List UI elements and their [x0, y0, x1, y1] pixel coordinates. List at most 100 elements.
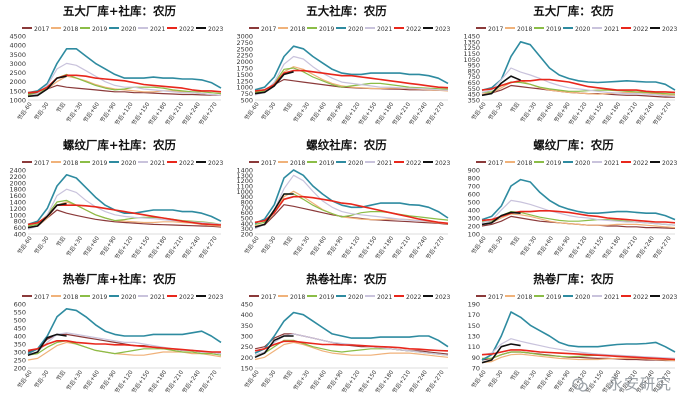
series-line-2023 [481, 75, 521, 97]
x-tick-label: 节后+30 [291, 368, 311, 392]
x-tick-label: 节后+60 [535, 368, 555, 392]
legend-label: 2020 [575, 294, 590, 301]
legend-label: 2022 [179, 294, 194, 301]
x-tick-label: 节后+90 [325, 368, 345, 392]
series-line-2020 [481, 178, 676, 221]
series-line-2021 [254, 55, 449, 96]
chart-title: 螺纹厂库：农历 [533, 138, 614, 152]
legend-label: 2017 [261, 26, 276, 33]
y-tick-label: 2000 [236, 58, 253, 66]
x-tick-label: 节后+90 [98, 368, 118, 392]
series-line-2020 [254, 169, 449, 225]
y-tick-label: 110 [468, 343, 480, 351]
x-tick-label: 节后-30 [32, 100, 50, 122]
chart-panel: 热卷社库：农历 2017 2018 2019 2020 2021 2022 2023 150 20… [229, 268, 454, 402]
legend-label: 2022 [179, 160, 194, 167]
y-tick-label: 700 [468, 183, 480, 191]
series-line-2023 [254, 193, 294, 228]
series-line-2022 [254, 340, 449, 352]
series-line-2020 [27, 47, 222, 94]
y-tick-label: 2500 [9, 69, 26, 77]
legend-label: 2020 [121, 160, 136, 167]
x-tick-label: 节后 [281, 368, 294, 382]
y-tick-label: 600 [468, 191, 480, 199]
y-tick-label: 100 [468, 231, 480, 239]
chart-svg: 热卷厂库+社库：农历 2017 2018 2019 2020 2021 2022 2023 20… [14, 272, 224, 395]
x-tick-label: 节后+30 [64, 368, 84, 392]
series-line-2022 [27, 340, 221, 353]
legend-label: 2019 [319, 26, 334, 33]
y-tick-label: 300 [14, 349, 26, 357]
legend-label: 2021 [604, 294, 619, 301]
legend-label: 2019 [546, 26, 561, 33]
y-tick-label: 300 [241, 225, 253, 233]
series-line-2021 [481, 199, 676, 226]
legend-label: 2018 [517, 160, 532, 167]
x-tick-label: 节后+90 [552, 100, 572, 124]
series-line-2018 [481, 353, 676, 364]
chart-panel: 五大厂库：农历 2017 2018 2019 2020 2021 2022 2023 350 45… [456, 0, 680, 134]
series-line-2020 [27, 307, 222, 355]
legend-label: 2018 [290, 26, 305, 33]
chart-svg: 热卷社库：农历 2017 2018 2019 2020 2021 2022 2023 150 20… [241, 272, 451, 395]
legend-label: 2019 [92, 160, 107, 167]
x-tick-label: 节后+90 [552, 368, 572, 392]
y-tick-label: 1100 [236, 183, 253, 191]
y-tick-label: 500 [241, 215, 253, 223]
chart-panel: 热卷厂库：农历 2017 2018 2019 2020 2021 2022 2023 70 90 1… [456, 268, 680, 402]
y-tick-label: 4000 [9, 42, 26, 50]
legend-label: 2019 [546, 294, 561, 301]
chart-title: 螺纹厂库+社库：农历 [63, 138, 177, 152]
legend-label: 2021 [377, 294, 392, 301]
y-tick-label: 400 [14, 333, 26, 341]
x-tick-label: 节后+90 [325, 234, 345, 258]
y-tick-label: 500 [241, 97, 253, 105]
x-tick-label: 节后-30 [486, 234, 504, 256]
legend-label: 2023 [662, 294, 677, 301]
y-tick-label: 130 [468, 333, 480, 341]
y-tick-label: 1500 [9, 87, 26, 95]
series-line-2021 [27, 62, 222, 97]
y-tick-label: 1250 [236, 77, 253, 85]
legend-label: 2023 [662, 26, 677, 33]
legend-label: 2018 [63, 294, 78, 301]
y-tick-label: 200 [241, 354, 253, 362]
y-tick-label: 1150 [463, 50, 480, 58]
x-tick-label: 节后+90 [552, 234, 572, 258]
x-tick-label: 节后 [508, 234, 521, 248]
y-tick-label: 1050 [463, 56, 480, 64]
legend-label: 2020 [348, 160, 363, 167]
wechat-icon [572, 378, 588, 392]
chart-title: 螺纹社库：农历 [306, 138, 387, 152]
legend-label: 2017 [261, 160, 276, 167]
legend-label: 2023 [208, 294, 223, 301]
legend-label: 2023 [435, 294, 450, 301]
y-tick-label: 600 [241, 209, 253, 217]
y-tick-label: 950 [468, 62, 480, 70]
y-tick-label: 1450 [463, 33, 480, 41]
chart-title: 五大社库：农历 [306, 4, 387, 18]
legend-label: 2021 [150, 26, 165, 33]
y-tick-label: 3500 [9, 51, 26, 59]
series-line-2023 [254, 71, 294, 95]
y-tick-label: 70 [472, 365, 480, 373]
chart-panel: 螺纹厂库：农历 2017 2018 2019 2020 2021 2022 2023 100 20… [456, 134, 680, 268]
y-tick-label: 800 [468, 175, 480, 183]
legend-label: 2020 [348, 26, 363, 33]
legend-label: 2023 [435, 26, 450, 33]
legend-label: 2023 [208, 160, 223, 167]
y-tick-label: 500 [14, 317, 26, 325]
y-tick-label: 2250 [236, 52, 253, 60]
legend-label: 2017 [34, 294, 49, 301]
y-tick-label: 1500 [236, 71, 253, 79]
x-tick-label: 节后+30 [291, 100, 311, 124]
y-tick-label: 90 [472, 354, 480, 362]
x-tick-label: 节后 [281, 234, 294, 248]
legend-label: 2017 [488, 160, 503, 167]
chart-svg: 五大厂库+社库：农历 2017 2018 2019 2020 2021 2022 2023 10… [9, 4, 223, 127]
series-line-2018 [481, 213, 676, 229]
y-tick-label: 190 [468, 301, 480, 309]
y-tick-label: 1000 [236, 84, 253, 92]
y-tick-label: 450 [468, 91, 480, 99]
y-tick-label: 450 [14, 325, 26, 333]
